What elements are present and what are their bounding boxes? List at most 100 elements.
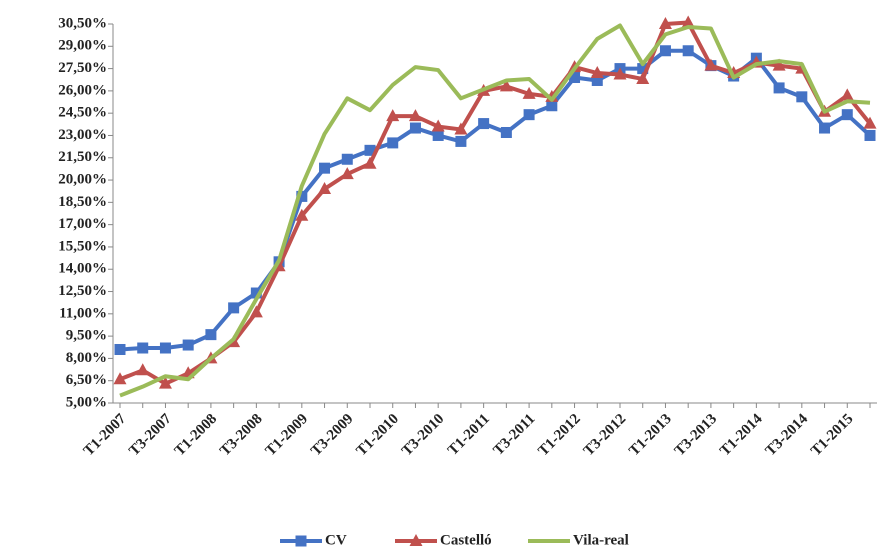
point — [341, 153, 353, 165]
point — [364, 144, 376, 156]
point — [773, 82, 785, 94]
y-tick-label: 12,50% — [58, 283, 107, 299]
series — [119, 23, 871, 398]
point — [840, 88, 854, 101]
x-tick-label: T1-2015 — [808, 411, 856, 459]
point — [591, 74, 603, 86]
x-tick-label: T3-2013 — [672, 411, 720, 459]
x-tick-label: T1-2014 — [717, 411, 766, 460]
point — [137, 342, 149, 354]
point — [295, 208, 309, 221]
y-tick-label: 26,00% — [58, 82, 107, 98]
point — [500, 126, 512, 138]
point — [114, 343, 126, 355]
point — [682, 45, 694, 57]
point — [796, 91, 808, 103]
x-tick-label: T3-2012 — [581, 411, 629, 459]
point — [659, 45, 671, 57]
y-tick-label: 24,50% — [58, 105, 107, 121]
point — [590, 66, 604, 79]
x-tick-label: T1-2011 — [445, 411, 493, 459]
y-tick-label: 14,00% — [58, 261, 107, 277]
legend-item: CV — [280, 532, 347, 548]
legend-label: Vila-real — [573, 532, 629, 548]
point — [318, 181, 332, 194]
x-tick-label: T1-2012 — [535, 411, 583, 459]
point — [637, 63, 649, 75]
point — [136, 363, 150, 376]
point — [863, 116, 877, 129]
x-tick-label: T3-2007 — [126, 411, 175, 460]
point — [841, 109, 853, 121]
legend-item: Vila-real — [528, 532, 629, 548]
point — [455, 135, 467, 147]
y-tick-label: 29,00% — [58, 38, 107, 54]
point — [113, 372, 127, 385]
x-tick-label: T3-2010 — [399, 411, 447, 459]
point — [546, 100, 558, 112]
y-tick-label: 9,50% — [66, 328, 107, 344]
point — [569, 72, 581, 84]
legend-item: Castelló — [395, 532, 492, 548]
y-tick-label: 17,00% — [58, 216, 107, 232]
y-tick-label: 20,00% — [58, 171, 107, 187]
y-tick-label: 11,00% — [59, 305, 107, 321]
point — [772, 58, 786, 71]
point — [409, 122, 421, 134]
point — [205, 329, 217, 341]
point — [499, 79, 513, 92]
point — [408, 109, 422, 122]
point — [363, 156, 377, 169]
point — [249, 305, 263, 318]
point — [658, 17, 672, 29]
series — [113, 15, 877, 389]
y-tick-label: 15,50% — [58, 238, 107, 254]
point — [158, 376, 172, 389]
x-tick-label: T1-2008 — [172, 411, 220, 459]
y-tick-label: 21,50% — [58, 149, 107, 165]
point — [250, 287, 262, 299]
point — [454, 122, 468, 135]
point — [432, 129, 444, 141]
y-tick-label: 30,50% — [58, 15, 107, 31]
point — [681, 15, 695, 28]
point — [386, 109, 400, 122]
point — [613, 67, 627, 80]
point — [387, 137, 399, 149]
y-tick-label: 8,00% — [66, 350, 107, 366]
point — [819, 122, 831, 134]
x-tick-label: T3-2008 — [217, 411, 265, 459]
point — [636, 71, 650, 84]
x-tick-label: T3-2011 — [490, 411, 538, 459]
y-tick-label: 6,50% — [66, 372, 107, 388]
point — [296, 190, 308, 202]
point — [522, 86, 536, 99]
x-tick-label: T1-2013 — [626, 411, 674, 459]
x-tick-label: T3-2009 — [308, 411, 356, 459]
y-tick-label: 23,00% — [58, 127, 107, 143]
x-tick-label: T1-2009 — [263, 411, 311, 459]
line — [119, 23, 871, 398]
point — [431, 119, 445, 132]
point — [409, 534, 423, 546]
point — [295, 535, 307, 547]
point — [159, 342, 171, 354]
y-tick-label: 27,50% — [58, 60, 107, 76]
x-tick-label: T3-2014 — [763, 411, 812, 460]
line — [119, 20, 872, 386]
series — [114, 45, 876, 355]
point — [319, 162, 331, 174]
point — [182, 339, 194, 351]
legend-label: CV — [325, 532, 347, 548]
legend-label: Castelló — [440, 532, 492, 548]
point — [478, 118, 490, 130]
point — [340, 167, 354, 180]
x-tick-label: T1-2007 — [81, 411, 130, 460]
y-tick-label: 5,00% — [66, 394, 107, 410]
point — [228, 302, 240, 314]
point — [523, 109, 535, 121]
y-tick-label: 18,50% — [58, 194, 107, 210]
point — [864, 129, 876, 141]
x-tick-label: T1-2010 — [354, 411, 402, 459]
